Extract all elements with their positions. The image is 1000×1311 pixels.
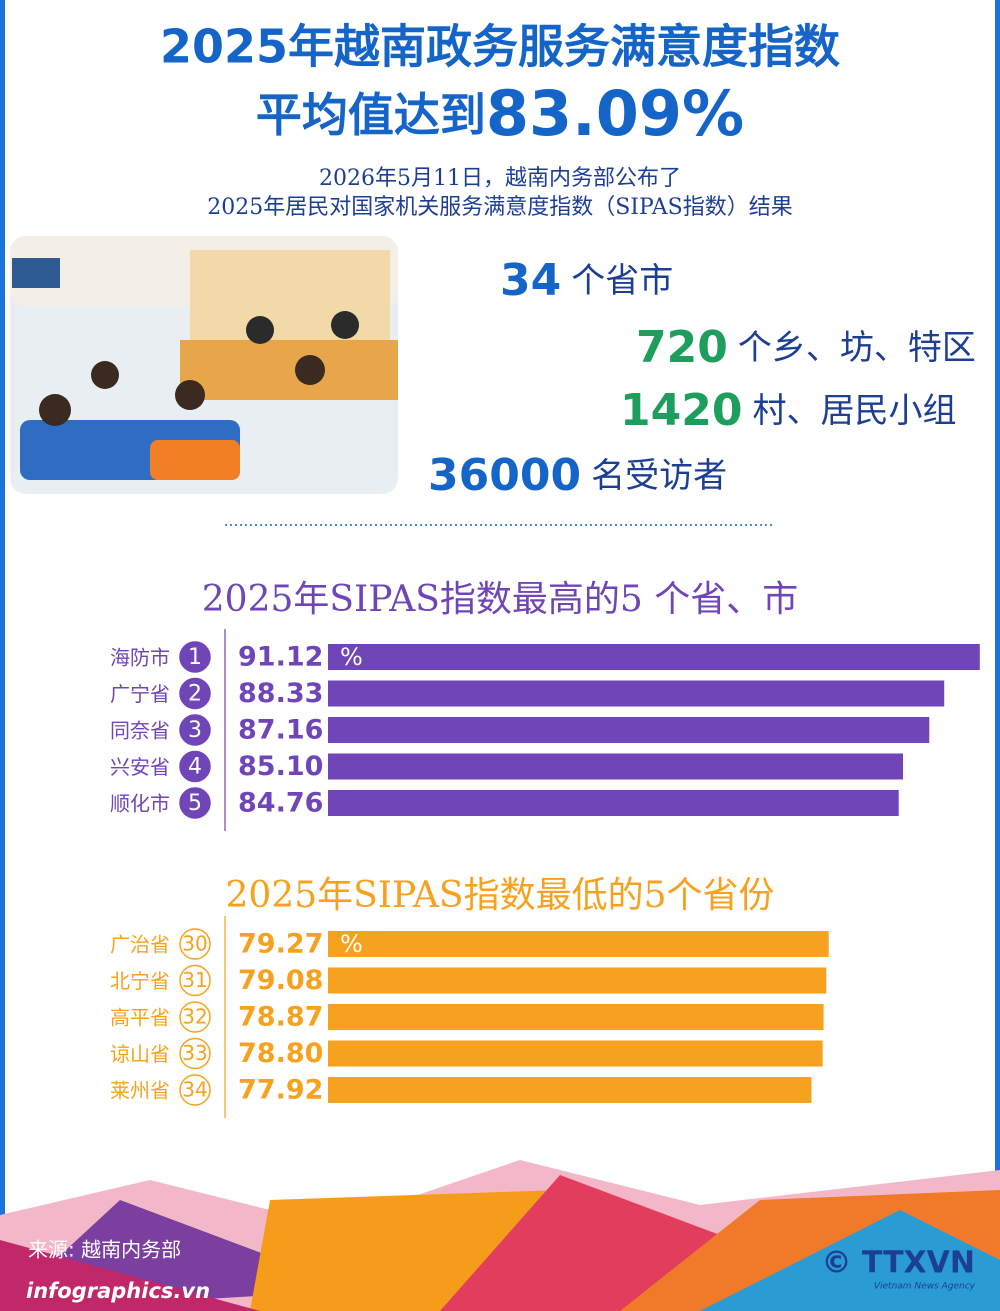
rank-label: 31 <box>182 968 207 992</box>
bar <box>328 967 827 994</box>
subtitle: 2025年居民对国家机关服务满意度指数（SIPAS指数）结果 <box>207 195 793 220</box>
category-label: 莱州省 <box>110 1079 170 1103</box>
rank-badge <box>179 641 211 673</box>
chart-title: 2025年SIPAS指数最低的5个省份 <box>226 875 775 916</box>
unit-label: % <box>340 643 363 671</box>
bar <box>328 931 829 957</box>
value-label: 85.10 <box>238 751 323 782</box>
rank-badge <box>179 750 211 783</box>
stat-number: 1420 <box>620 385 742 436</box>
border-left <box>0 0 5 1311</box>
rank-label: 5 <box>188 791 202 816</box>
source: 来源: 越南内务部 <box>28 1238 181 1262</box>
stat-label: 村、居民小组 <box>752 391 956 431</box>
chart-title: 2025年SIPAS指数最高的5 个省、市 <box>202 579 798 620</box>
category-label: 海防市 <box>110 646 170 670</box>
category-label: 高平省 <box>110 1006 170 1030</box>
bar <box>328 790 899 816</box>
category-label: 广治省 <box>110 933 170 957</box>
bar <box>328 680 945 707</box>
rank-badge <box>179 714 211 746</box>
value-label: 79.27 <box>238 929 323 960</box>
rank-badge <box>179 1001 211 1033</box>
agency-logo: © TTXVN <box>821 1246 975 1281</box>
value-label: 77.92 <box>238 1075 323 1106</box>
counter-wall <box>190 250 390 340</box>
stat-number: 34 <box>500 255 561 306</box>
stat: 720 个乡、坊、特区 <box>636 322 976 373</box>
rank-badge <box>179 1037 211 1070</box>
stat: 36000 名受访者 <box>428 450 727 501</box>
shape <box>0 1240 260 1311</box>
shape <box>700 1210 1000 1311</box>
visitor <box>295 355 325 385</box>
stat-label: 名受访者 <box>591 456 727 496</box>
stat: 1420 村、居民小组 <box>620 385 956 436</box>
bar <box>328 644 980 670</box>
rank-label: 34 <box>182 1078 207 1102</box>
screen <box>12 258 60 288</box>
visitor <box>39 394 71 426</box>
staff <box>331 311 359 339</box>
rank-label: 33 <box>182 1041 207 1065</box>
stat-number: 720 <box>636 322 728 373</box>
site: infographics.vn <box>26 1279 210 1303</box>
rank-badge <box>179 787 211 819</box>
title-prefix: 平均值达到 <box>256 88 486 142</box>
category-label: 兴安省 <box>110 755 170 779</box>
category-label: 顺化市 <box>110 792 170 816</box>
value-label: 91.12 <box>238 642 323 673</box>
category-label: 谅山省 <box>110 1042 170 1066</box>
illustration <box>10 236 398 494</box>
title-line2: 平均值达到83.09% <box>256 77 744 150</box>
value-label: 79.08 <box>238 965 323 996</box>
rank-label: 3 <box>188 718 202 743</box>
stat: 34 个省市 <box>500 255 673 306</box>
value-label: 84.76 <box>238 788 323 819</box>
bar <box>328 1004 824 1030</box>
visitor <box>175 380 205 410</box>
stat-label: 个省市 <box>571 261 673 301</box>
value-label: 88.33 <box>238 678 323 709</box>
border-right <box>995 0 1000 1311</box>
subtitle: 2026年5月11日，越南内务部公布了 <box>319 166 681 191</box>
rank-badge <box>179 677 211 710</box>
stats: 34 个省市 720 个乡、坊、特区 1420 村、居民小组 36000 名受访者 <box>428 255 976 501</box>
headline-value: 83.09% <box>486 77 744 150</box>
rank-label: 1 <box>188 645 202 670</box>
bar <box>328 753 904 780</box>
visitor <box>91 361 119 389</box>
value-label: 78.87 <box>238 1002 323 1033</box>
rank-label: 32 <box>182 1005 207 1029</box>
rank-label: 4 <box>188 755 202 780</box>
staff <box>246 316 274 344</box>
unit-label: % <box>340 930 363 958</box>
rank-badge <box>179 1074 211 1106</box>
rank-label: 30 <box>182 932 207 956</box>
bar <box>328 1040 823 1067</box>
value-label: 78.80 <box>238 1038 323 1069</box>
bar <box>328 1077 812 1103</box>
category-label: 同奈省 <box>110 719 170 743</box>
title: 2025年越南政务服务满意度指数 <box>160 20 840 74</box>
category-label: 广宁省 <box>110 682 170 706</box>
stat-label: 个乡、坊、特区 <box>738 328 976 368</box>
value-label: 87.16 <box>238 715 323 746</box>
category-label: 北宁省 <box>110 969 170 993</box>
agency-subtitle: Vietnam News Agency <box>874 1282 976 1292</box>
rank-badge <box>179 928 211 960</box>
chairs <box>150 440 240 480</box>
bar <box>328 717 930 743</box>
rank-badge <box>179 964 211 997</box>
stat-number: 36000 <box>428 450 581 501</box>
footer-decoration <box>0 1160 1000 1311</box>
counter <box>180 340 398 400</box>
rank-label: 2 <box>188 682 202 707</box>
